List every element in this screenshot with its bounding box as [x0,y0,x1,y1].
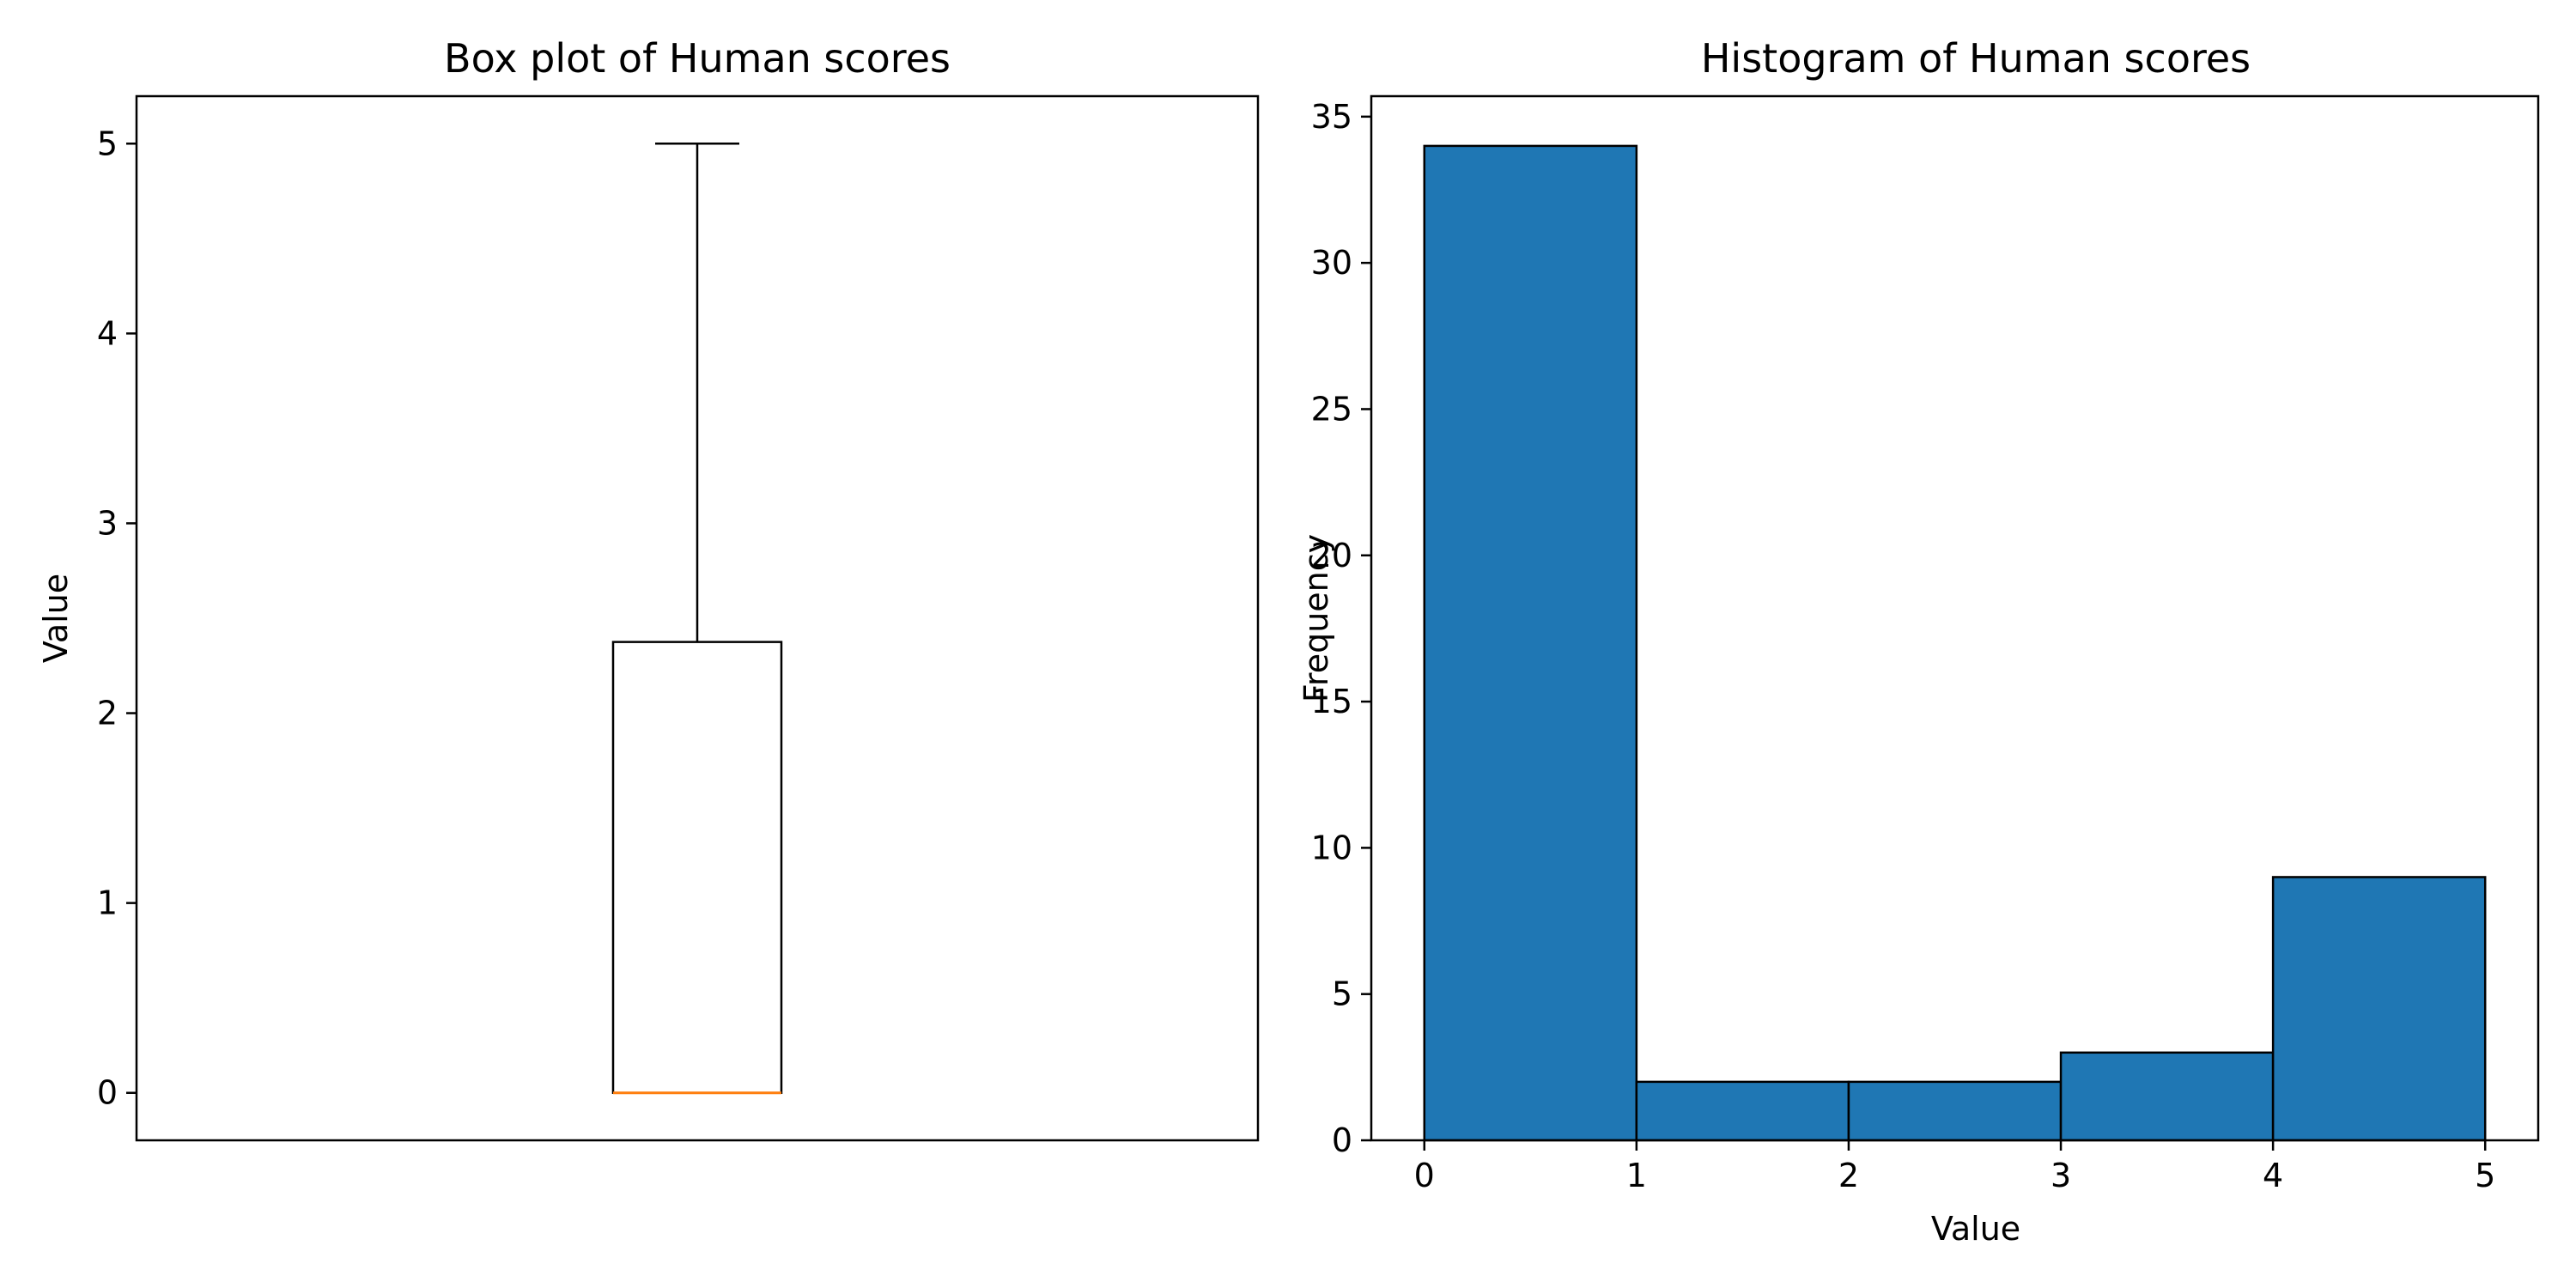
histogram-x-tick-label: 1 [1626,1157,1647,1194]
box-plot-y-tick-label: 5 [97,125,118,162]
histogram-y-ticks: 0 5 10 15 20 25 30 35 [1311,98,1371,1159]
box-plot-y-ticks: 0 1 2 3 4 5 [97,125,137,1112]
histogram-frame [1370,94,2540,1142]
histogram-y-tick-label: 30 [1311,244,1352,282]
histogram-bar [1847,1080,2063,1142]
box-plot-marks [611,143,783,1095]
box-plot-frame [135,94,1260,1142]
histogram-x-tick-label: 4 [2263,1157,2283,1194]
histogram-xlabel: Value [1931,1210,2020,1248]
histogram-y-tick-label: 15 [1311,683,1352,720]
histogram-y-tick-label: 25 [1311,390,1352,428]
box-plot-y-tick-label: 0 [97,1074,118,1112]
histogram-x-ticks: 0 1 2 3 4 5 [1414,1140,2495,1194]
histogram-x-tick-label: 3 [2050,1157,2071,1194]
box-plot-y-tick-label: 3 [97,504,118,542]
box-plot-panel: Box plot of Human scores Value 0 1 2 3 4 5 [37,35,1260,1142]
box-plot-ylabel: Value [37,574,75,663]
histogram-bar [1423,144,1638,1142]
histogram-bar [1635,1080,1850,1142]
histogram-y-tick-label: 0 [1332,1121,1352,1159]
histogram-bars [1423,144,2487,1142]
histogram-panel: Histogram of Human scores Frequency Valu… [1297,35,2540,1248]
histogram-title: Histogram of Human scores [1701,35,2251,82]
histogram-y-tick-label: 35 [1311,98,1352,136]
box-plot-title: Box plot of Human scores [444,35,951,82]
histogram-x-tick-label: 2 [1838,1157,1859,1194]
histogram-x-tick-label: 5 [2475,1157,2495,1194]
histogram-y-tick-label: 20 [1311,537,1352,574]
box-plot-y-tick-label: 1 [97,884,118,922]
histogram-bar [2059,1051,2275,1142]
histogram-ylabel: Frequency [1297,534,1335,702]
histogram-bar [2271,876,2487,1142]
histogram-x-tick-label: 0 [1414,1157,1435,1194]
histogram-y-tick-label: 10 [1311,829,1352,866]
box-plot-y-tick-label: 2 [97,695,118,732]
box-plot-y-tick-label: 4 [97,314,118,352]
histogram-y-tick-label: 5 [1332,975,1352,1013]
